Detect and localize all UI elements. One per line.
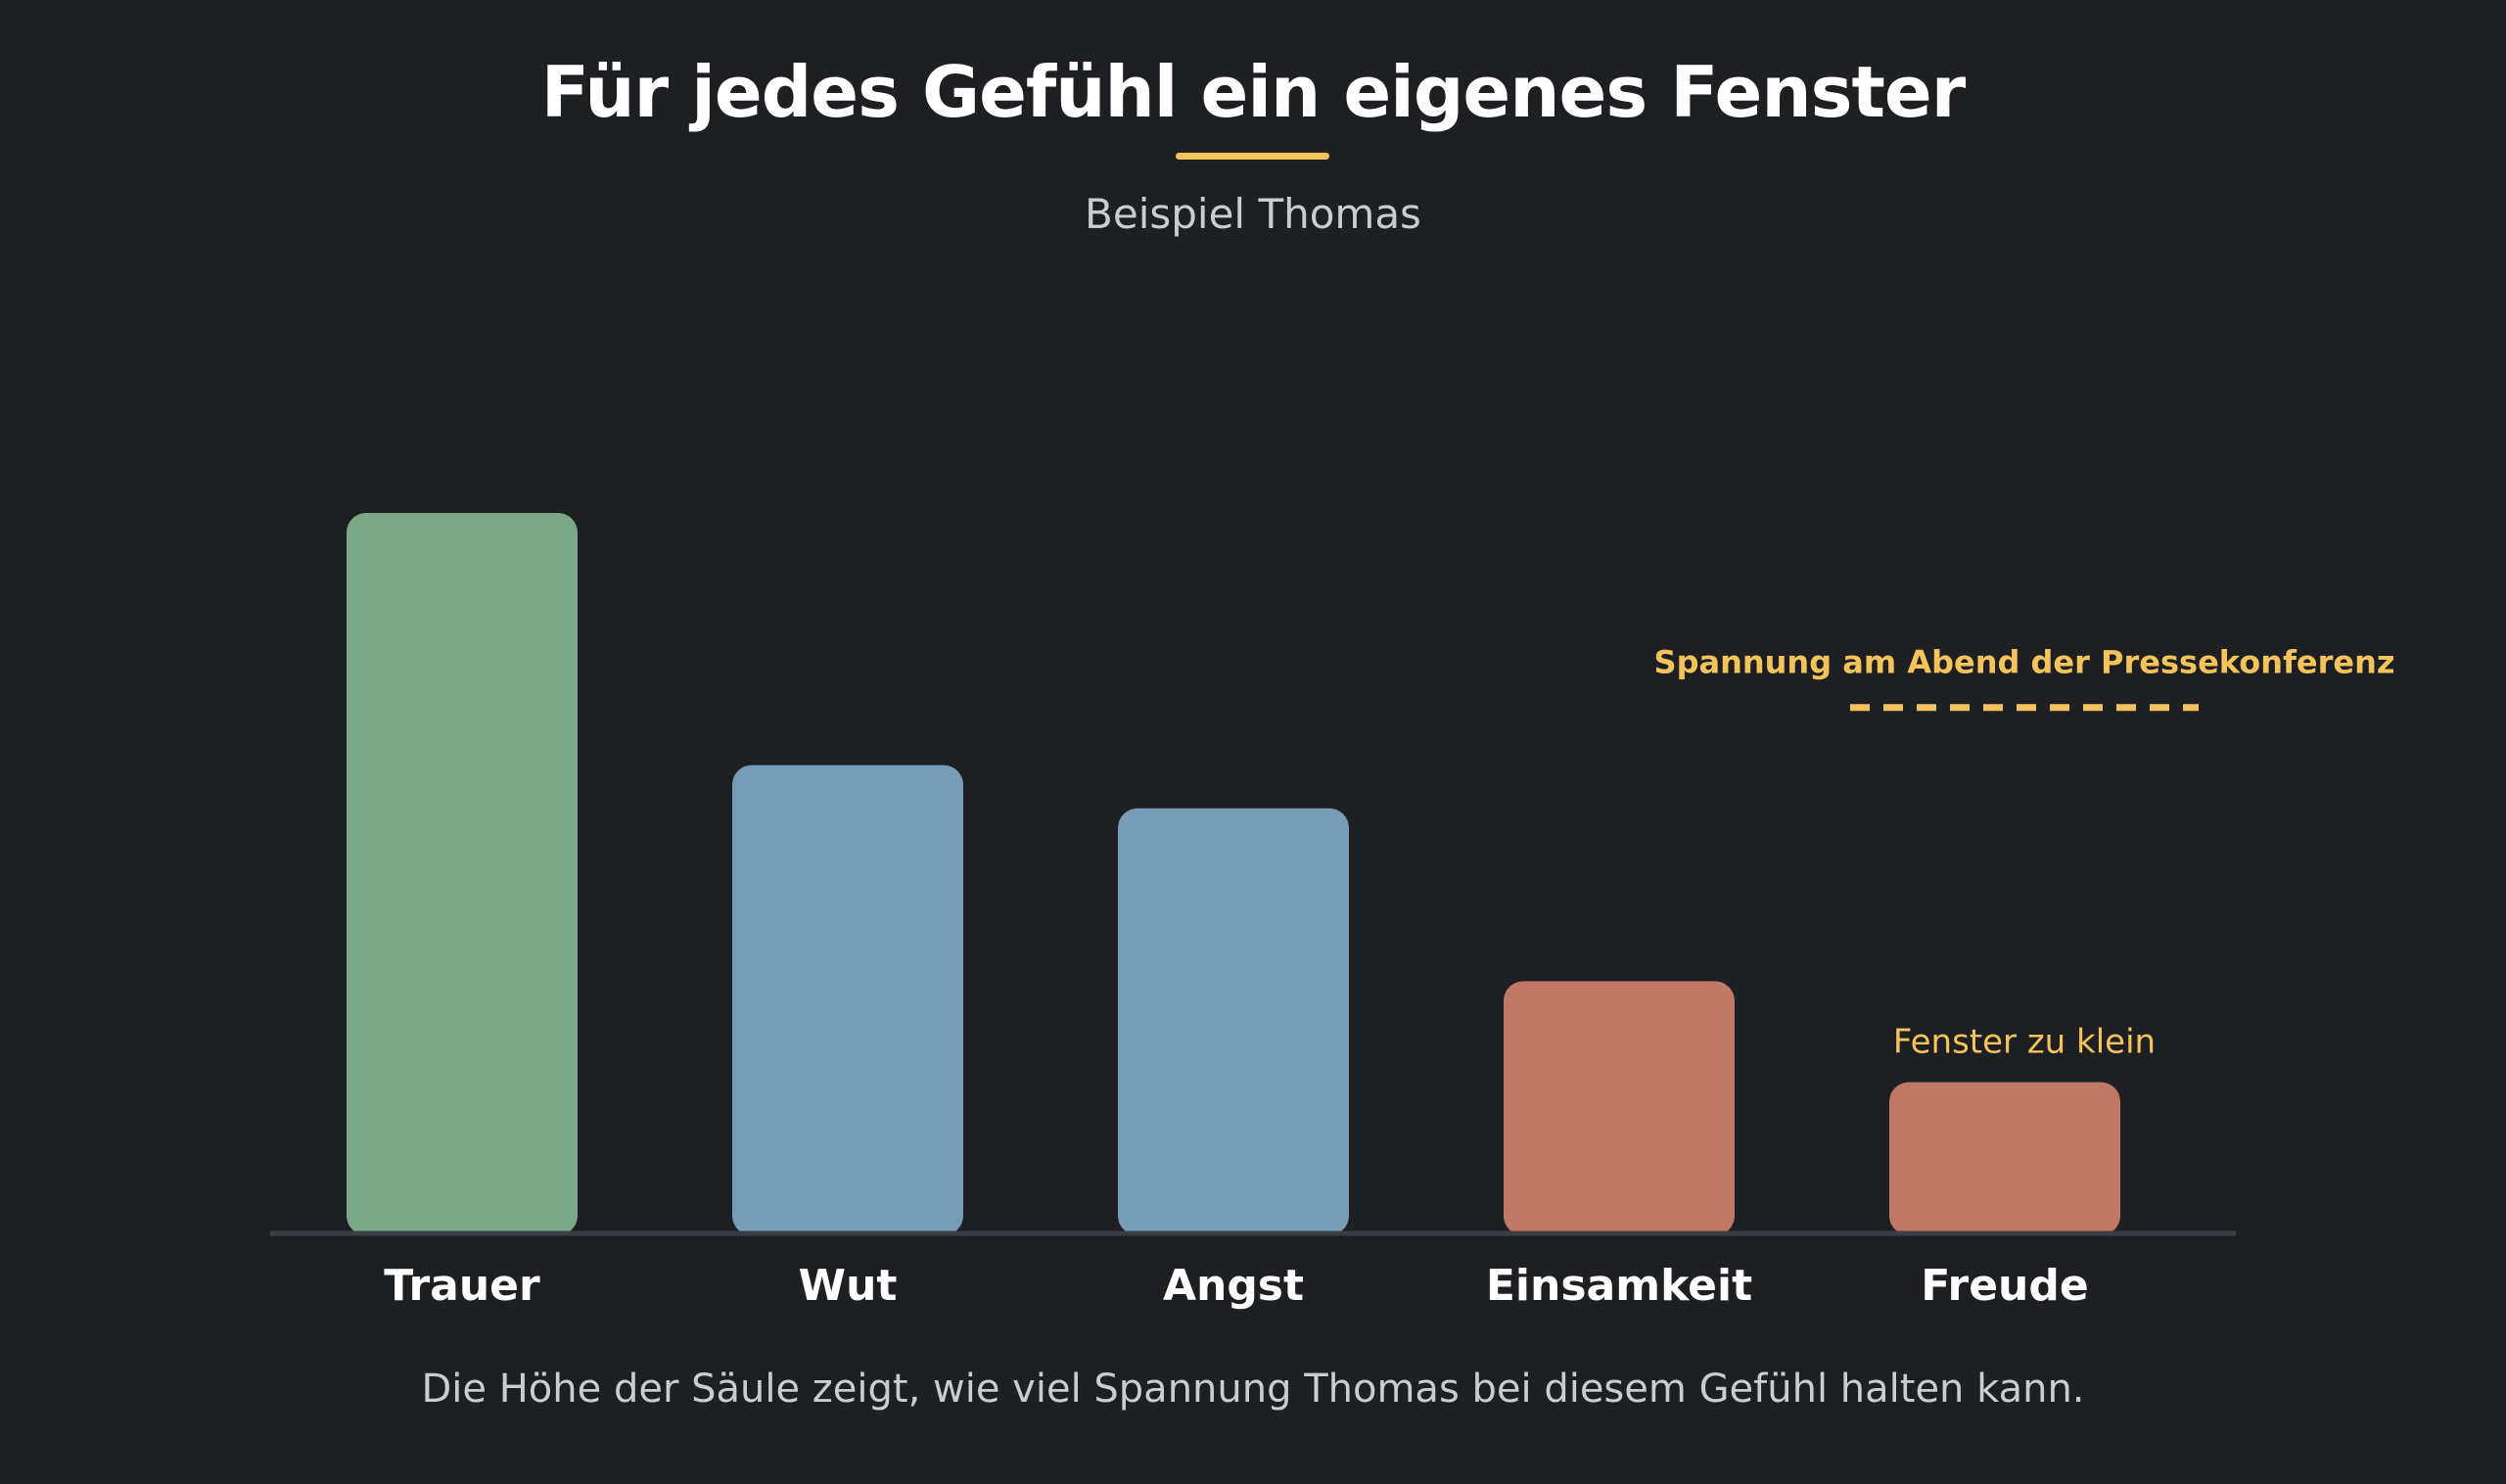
- chart-footnote: Die Höhe der Säule zeigt, wie viel Spann…: [421, 1367, 2085, 1412]
- category-label-wut: Wut: [799, 1261, 898, 1311]
- category-label-trauer: Trauer: [384, 1261, 540, 1311]
- bar-einsamkeit: [1504, 981, 1735, 1235]
- bar-angst: [1118, 808, 1349, 1235]
- category-label-angst: Angst: [1163, 1261, 1304, 1311]
- chart-title: Für jedes Gefühl ein eigenes Fenster: [540, 51, 1966, 133]
- annotation-freude: Fenster zu klein: [1893, 1022, 2156, 1061]
- category-label-freude: Freude: [1921, 1261, 2088, 1311]
- category-label-einsamkeit: Einsamkeit: [1486, 1261, 1752, 1311]
- reference-line-label: Spannung am Abend der Pressekonferenz: [1654, 644, 2395, 681]
- title-underline: [1176, 153, 1329, 160]
- bar-wut: [732, 765, 963, 1235]
- bar-freude: [1889, 1082, 2120, 1235]
- bar-trauer: [347, 513, 578, 1235]
- chart-subtitle: Beispiel Thomas: [1085, 190, 1421, 238]
